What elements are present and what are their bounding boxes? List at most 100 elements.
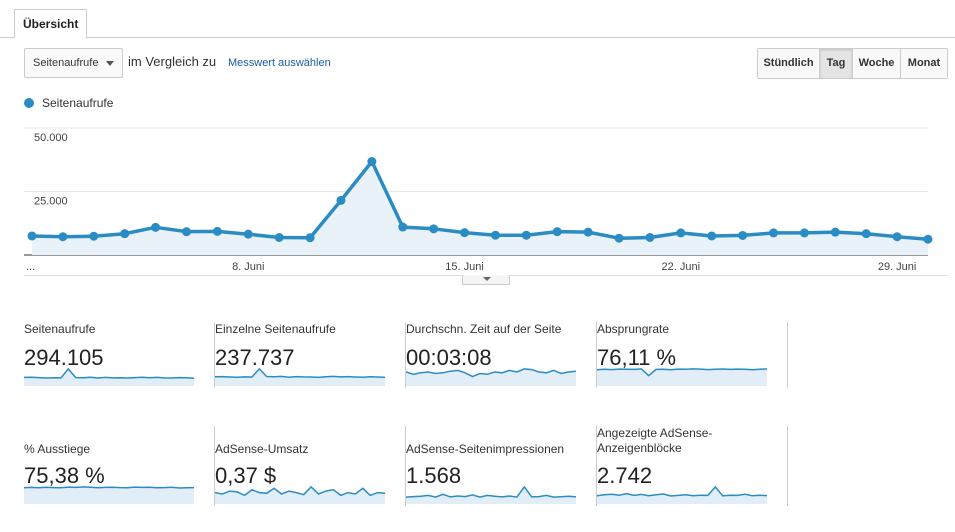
- series-area: [32, 161, 928, 255]
- chevron-down-icon: [106, 61, 114, 66]
- data-point: [490, 230, 500, 240]
- scorecard-label: Einzelne Seitenaufrufe: [215, 322, 336, 336]
- legend-dot-icon: [24, 98, 34, 108]
- y-tick-label: 25.000: [34, 196, 68, 208]
- data-point: [799, 228, 809, 238]
- collapse-handle[interactable]: [462, 275, 510, 285]
- data-point: [212, 226, 222, 236]
- scorecard-label: Angezeigte AdSense-Anzeigenblöcke: [597, 426, 713, 455]
- sparkline: [597, 486, 767, 504]
- data-point: [645, 232, 655, 242]
- data-point: [305, 233, 315, 243]
- sparkline-area: [24, 486, 194, 504]
- scorecard-label: Durchschn. Zeit auf der Seite: [406, 322, 562, 336]
- data-point: [89, 231, 99, 241]
- scorecard-label: Absprungrate: [597, 322, 670, 336]
- sparkline-area: [406, 486, 576, 504]
- data-point: [429, 224, 439, 234]
- month-button[interactable]: Monat: [901, 49, 947, 78]
- legend-label: Seitenaufrufe: [42, 96, 114, 110]
- sparkline: [24, 486, 194, 504]
- scorecard[interactable]: AdSense-Seitenimpressionen 1.568: [406, 426, 597, 506]
- sparkline-area: [215, 486, 385, 504]
- sparkline: [215, 486, 385, 504]
- x-tick-label: 15. Juni: [445, 261, 484, 273]
- data-point: [614, 233, 624, 243]
- sparkline-area: [406, 368, 576, 386]
- sparkline-line: [406, 486, 576, 498]
- hourly-button[interactable]: Stündlich: [758, 49, 820, 78]
- data-point: [58, 232, 68, 242]
- data-point: [151, 222, 161, 232]
- scorecard-value: 0,37 $: [215, 463, 277, 488]
- sparkline: [597, 368, 767, 386]
- data-point: [243, 229, 253, 239]
- select-metric-link[interactable]: Messwert auswählen: [228, 57, 331, 69]
- scorecard-value: 76,11 %: [597, 345, 677, 370]
- scorecard[interactable]: Einzelne Seitenaufrufe 237.737: [215, 322, 406, 388]
- sparkline: [215, 368, 385, 386]
- sparkline-line: [215, 368, 385, 379]
- sparkline-line: [597, 368, 767, 377]
- data-point: [521, 230, 531, 240]
- scorecard[interactable]: % Ausstiege 75,38 %: [24, 426, 215, 506]
- metric-select-value: Seitenaufrufe: [33, 57, 99, 69]
- scorecard-value: 237.737: [215, 345, 295, 370]
- data-point: [181, 227, 191, 237]
- scorecard[interactable]: Absprungrate 76,11 %: [597, 322, 788, 388]
- data-point: [769, 228, 779, 238]
- sparkline-line: [24, 486, 194, 489]
- chart-legend: Seitenaufrufe: [24, 96, 113, 110]
- series-line: [31, 159, 929, 242]
- data-point: [367, 157, 377, 167]
- scorecard-value: 294.105: [24, 345, 104, 370]
- tab-overview[interactable]: Übersicht: [14, 9, 88, 39]
- data-point: [583, 227, 593, 237]
- scorecard-value: 75,38 %: [24, 463, 105, 488]
- line-chart: 50.000 25.000... 8. Juni 15. Juni 22. Juni 29…: [24, 127, 933, 273]
- scorecard-label: AdSense-Umsatz: [215, 442, 309, 456]
- data-point: [923, 234, 933, 244]
- chevron-down-icon: [483, 277, 491, 281]
- tab-bar: Übersicht: [0, 0, 955, 39]
- x-tick-label: 22. Juni: [662, 261, 701, 273]
- data-point: [336, 195, 346, 205]
- scorecard-value: 2.742: [597, 463, 653, 488]
- sparkline-line: [597, 486, 767, 497]
- data-point: [27, 231, 37, 241]
- data-point: [274, 232, 284, 242]
- week-button[interactable]: Woche: [853, 49, 901, 78]
- sparkline-line: [24, 368, 194, 379]
- data-point: [120, 229, 130, 239]
- data-point: [892, 232, 902, 242]
- scorecard-value: 00:03:08: [406, 345, 492, 370]
- sparkline-area: [597, 368, 767, 386]
- scorecard[interactable]: AdSense-Umsatz 0,37 $: [215, 426, 406, 506]
- sparkline: [406, 368, 576, 386]
- x-tick-label: 29. Juni: [878, 261, 917, 273]
- data-point: [738, 230, 748, 240]
- day-button[interactable]: Tag: [820, 49, 853, 78]
- data-point: [830, 227, 840, 237]
- data-point: [552, 227, 562, 237]
- sparkline-line: [406, 368, 576, 378]
- scorecard[interactable]: Seitenaufrufe 294.105: [24, 322, 215, 388]
- sparkline-area: [24, 368, 194, 386]
- scorecard[interactable]: Angezeigte AdSense-Anzeigenblöcke 2.742: [597, 426, 788, 506]
- scorecard-label: AdSense-Seitenimpressionen: [406, 442, 565, 456]
- scorecard-label: Seitenaufrufe: [24, 322, 96, 336]
- x-tick-label: ...: [26, 261, 35, 273]
- y-tick-label: 50.000: [34, 132, 68, 144]
- granularity-buttons: Stündlich Tag Woche Monat: [757, 48, 948, 79]
- data-point: [398, 222, 408, 232]
- x-tick-label: 8. Juni: [232, 261, 264, 273]
- scorecard-value: 1.568: [406, 463, 462, 488]
- sparkline: [406, 486, 576, 504]
- scorecard[interactable]: Durchschn. Zeit auf der Seite 00:03:08: [406, 322, 597, 388]
- sparkline-line: [215, 486, 385, 497]
- data-point: [460, 228, 470, 238]
- data-point: [676, 228, 686, 238]
- sparkline: [24, 368, 194, 386]
- data-point: [861, 229, 871, 239]
- metric-select[interactable]: Seitenaufrufe: [24, 48, 123, 78]
